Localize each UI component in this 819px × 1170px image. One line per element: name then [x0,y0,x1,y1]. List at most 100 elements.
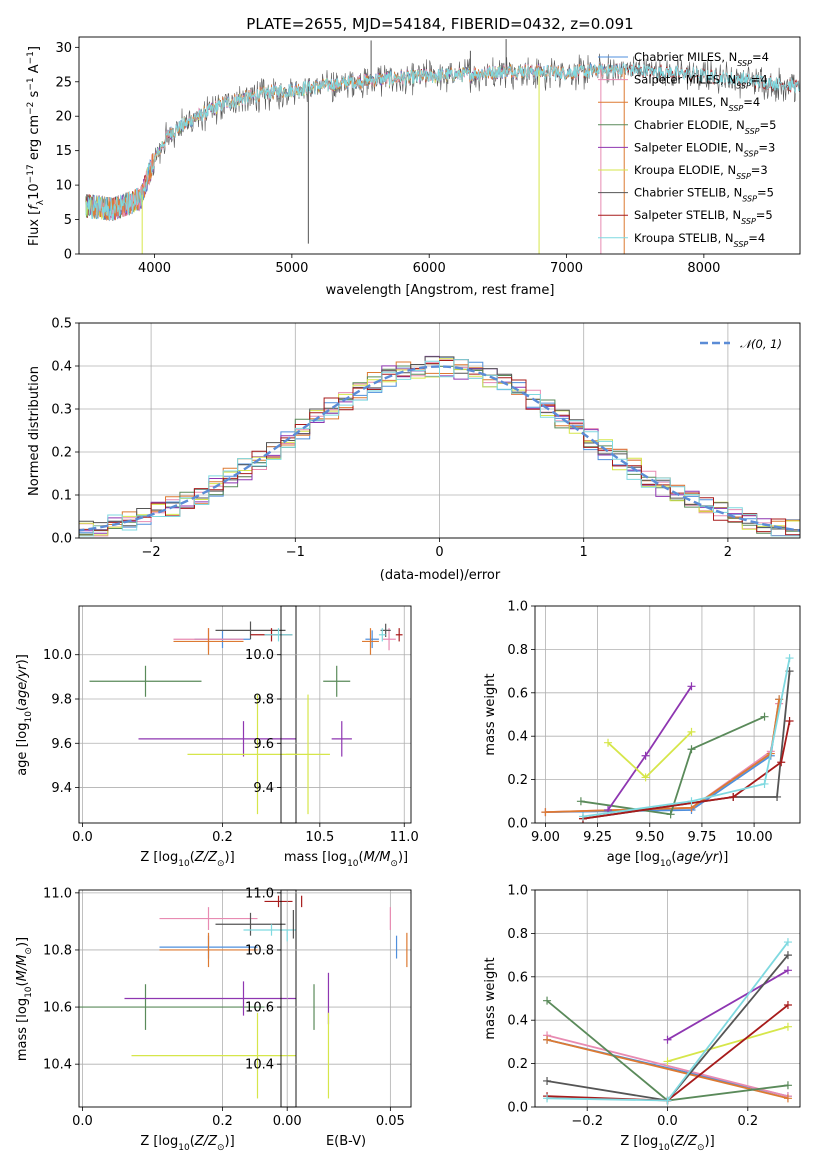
y-tick-label: 0.0 [507,817,528,832]
errorbar-salpeter-elodie [331,721,352,757]
y-tick-label: 0.4 [507,1014,528,1029]
series-marker [783,966,792,975]
x-tick-label: 0.0 [72,830,93,845]
y-tick-label: 5 [64,213,72,228]
x-tick-label: 4000 [138,261,171,276]
errorbar-salpeter-elodie [124,981,296,1016]
legend-label-salpeter-elodie: Salpeter ELODIE, NSSP=3 [634,140,775,158]
legend-label-chabrier-miles: Chabrier MILES, NSSP=4 [634,50,769,68]
x-tick-label: 5000 [275,261,308,276]
y-axis-label: mass weight [483,957,498,1039]
x-tick-label: 9.00 [531,830,560,845]
series-marker [785,717,794,726]
legend-label-chabrier-stelib: Chabrier STELIB, NSSP=5 [634,186,774,204]
series-marker [543,1094,552,1103]
y-tick-label: 10 [55,179,72,194]
chart-residuals: −2 −1 0 1 2 0.0 0.1 0.2 0.3 0.4 0.5 𝒩(0, 1) (data-mo… [27,317,801,583]
x-tick-label: 1 [580,545,588,560]
plot-area [89,621,296,815]
errorbar-salpeter-miles [382,628,396,651]
x-tick-label: −0.2 [571,1114,603,1129]
y-tick-label: 0.6 [507,970,528,985]
normal-curve [79,365,800,532]
chart-mass-weight-vs-Z: −0.2 0.0 0.2 0.0 0.2 0.4 0.6 0.8 1.0 Z [log10(Z/Z… [483,884,801,1153]
y-tick-label: 10.8 [43,943,72,958]
y-axis-label: mass weight [483,673,498,755]
series-marker [578,812,587,821]
y-tick-label: 10.8 [245,943,274,958]
series-line [667,969,789,1041]
y-tick-label: 1.0 [507,884,528,899]
y-tick-label: 0.4 [51,360,72,375]
x-tick-label: 0.00 [273,1114,302,1129]
x-axis-label: E(B-V) [326,1134,366,1149]
y-tick-label: 0.6 [507,686,528,701]
y-tick-label: 11.0 [245,886,274,901]
y-axis-label: mass [log10(M/M⊙)] [15,937,34,1061]
series-salpeter-elodie [663,966,792,1044]
series-marker [783,1081,792,1090]
series-line [580,715,765,816]
legend: Chabrier MILES, NSSP=4 Salpeter MILES, NS… [598,50,776,248]
errorbar-chabrier-miles [365,630,379,649]
x-tick-label: 2 [724,545,732,560]
y-axis-label: age [log10(age/yr)] [15,654,34,776]
y-axis-label: Normed distribution [27,366,42,496]
series-line [546,1034,789,1098]
series-marker [541,808,550,817]
plot-area [541,654,794,823]
errorbar-kroupa-elodie [187,694,296,815]
x-axis-label: Z [log10(Z/Z⊙)] [140,850,234,869]
errorbar-salpeter-miles [159,907,258,930]
series-marker [773,792,782,801]
series-marker [641,773,650,782]
legend-label-kroupa-miles: Kroupa MILES, NSSP=4 [634,95,760,113]
series-marker [543,1076,552,1085]
legend-label-chabrier-elodie: Chabrier ELODIE, NSSP=5 [634,118,776,136]
series-marker [687,745,696,754]
y-tick-label: 10.4 [43,1058,72,1073]
y-tick-label: 9.6 [253,737,274,752]
y-tick-label: 0.2 [507,773,528,788]
errorbar-kroupa-stelib [378,628,386,642]
axes-frame [534,605,801,824]
legend-label-salpeter-stelib: Salpeter STELIB, NSSP=5 [634,208,773,226]
y-tick-label: 15 [55,144,72,159]
series-marker [687,797,696,806]
series-kroupa-miles [543,1035,792,1103]
y-tick-label: 30 [55,41,72,56]
y-tick-label: 9.8 [253,693,274,708]
errorbar-chabrier-stelib [215,621,286,640]
series-marker [783,951,792,960]
series-marker [785,654,794,663]
series-marker [783,1022,792,1031]
y-axis-label: Flux [fλ10−17 erg cm−2 s−1 A−1] [26,46,46,246]
spectrum-chabrier-stelib [85,53,800,219]
x-tick-label: 9.50 [635,830,664,845]
series-line [545,699,780,813]
y-tick-label: 0.0 [51,532,72,547]
plot-area [543,938,792,1105]
series-kroupa-elodie [663,1022,792,1066]
series-marker [543,996,552,1005]
series-marker [663,1096,672,1105]
axes-frame [78,322,801,539]
x-axis-label: age [log10(age/yr)] [607,850,729,869]
axes-frame [280,889,412,1108]
x-tick-label: 0.0 [657,1114,678,1129]
y-tick-label: 0.4 [507,730,528,745]
series-marker [783,1001,792,1010]
errorbar-kroupa-elodie [286,694,330,815]
plot-area [79,355,800,537]
axes-frame [78,36,801,255]
x-axis-label: wavelength [Angstrom, rest frame] [326,283,555,298]
x-tick-label: −2 [142,545,161,560]
y-tick-label: 9.8 [51,693,72,708]
errorbar-kroupa-stelib [243,924,296,936]
plot-area [286,895,408,1099]
x-tick-label: 0 [435,545,443,560]
y-tick-label: 9.6 [51,737,72,752]
x-tick-label: 7000 [550,261,583,276]
x-axis-label: (data-model)/error [380,568,501,583]
y-tick-label: 10.0 [245,648,274,663]
